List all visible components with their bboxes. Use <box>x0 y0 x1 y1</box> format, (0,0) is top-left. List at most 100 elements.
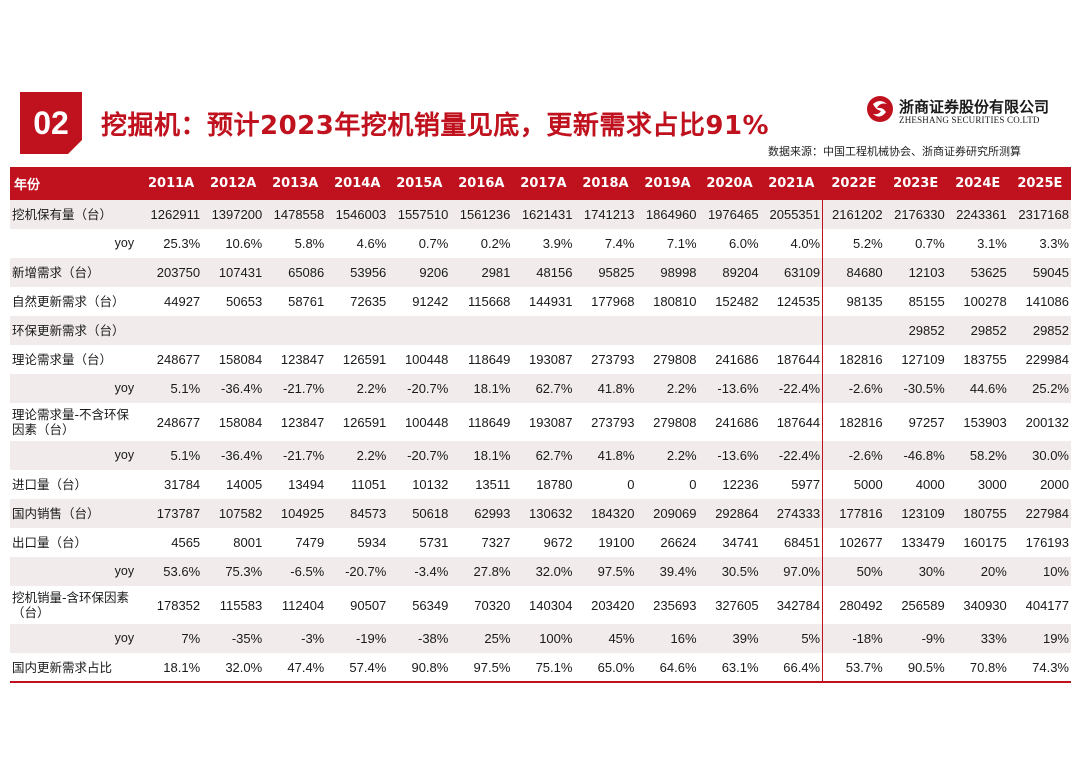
table-cell: 5934 <box>357 535 387 550</box>
table-cell: 65086 <box>264 258 327 287</box>
table-body: 挖机保有量（台） 1262911 1397200 1478558 1546003 1557… <box>10 200 1071 683</box>
table-cell: 70320 <box>474 597 511 613</box>
table-cell: 34741 <box>722 535 759 550</box>
table-cell: 3.3% <box>1039 236 1069 251</box>
table-cell: 2317168 <box>1008 200 1071 229</box>
row-label: 理论需求量（台） <box>12 352 113 367</box>
table-cell: 75.1% <box>512 653 575 683</box>
table-cell: 327605 <box>715 597 759 613</box>
table-row: yoy 5.1% -36.4% -21.7% 2.2% -20.7% 18.1% 62.7% 4… <box>10 374 1071 403</box>
table-cell: 183755 <box>963 352 1007 367</box>
header-cell-2025E: 2025E <box>1008 167 1071 200</box>
table-row: 理论需求量（台） 248677 158084 123847 126591 100448 11… <box>10 345 1071 374</box>
header-cell-2017A: 2017A <box>512 167 575 200</box>
row-label: 新增需求（台） <box>10 258 141 287</box>
table-cell: 0.7% <box>418 236 449 251</box>
table-cell: 85155 <box>908 294 945 309</box>
table-cell: 178352 <box>156 597 201 613</box>
table-cell: 62.7% <box>512 441 575 470</box>
table-cell: 2.2% <box>326 374 389 403</box>
data-source-note: 数据来源：中国工程机械协会、浙商证券研究所测算 <box>768 145 1021 158</box>
table-cell: 91242 <box>412 294 449 309</box>
table-row: 出口量（台） 4565 8001 7479 5934 5731 7327 9672 19100 2… <box>10 528 1071 557</box>
row-label: 挖机保有量（台） <box>10 200 141 229</box>
table-cell <box>202 316 265 345</box>
table-cell: 152482 <box>715 294 759 309</box>
logo-chinese-name: 浙商证券股份有限公司 <box>899 98 1050 116</box>
table-cell: 12103 <box>884 258 947 287</box>
table-cell: 123109 <box>884 499 947 528</box>
table-cell: 279808 <box>653 352 697 367</box>
table-cell: 1741213 <box>574 200 637 229</box>
table-cell <box>388 316 451 345</box>
table-cell: 56349 <box>412 597 449 613</box>
table-cell: 59045 <box>1008 258 1071 287</box>
table-cell: 2.2% <box>326 441 389 470</box>
table-cell: 3000 <box>977 477 1007 492</box>
table-cell: 97.0% <box>760 557 823 586</box>
table-cell: 115668 <box>467 294 511 309</box>
row-label: 理论需求量-不含环保因素（台） <box>12 407 130 437</box>
row-label: 出口量（台） <box>12 535 88 550</box>
header-cell-2018A: 2018A <box>574 167 637 200</box>
table-cell: 12236 <box>722 477 759 492</box>
table-cell: 115583 <box>219 597 263 613</box>
table-cell: 41.8% <box>574 374 637 403</box>
table-cell: 274333 <box>760 499 823 528</box>
table-cell: 2.2% <box>636 441 699 470</box>
table-cell: 97.5% <box>574 557 637 586</box>
table-cell: 63109 <box>760 258 823 287</box>
table-cell: 41.8% <box>574 441 637 470</box>
header-cell-2013A: 2013A <box>264 167 327 200</box>
table-cell: 141086 <box>1025 294 1069 309</box>
header-cell-2016A: 2016A <box>450 167 513 200</box>
header-cell-2012A: 2012A <box>202 167 265 200</box>
table-cell: -46.8% <box>884 441 947 470</box>
table-cell: 1397200 <box>202 200 265 229</box>
table-cell <box>698 316 761 345</box>
table-cell: 29852 <box>884 316 947 345</box>
table-cell: 2.2% <box>636 374 699 403</box>
table-cell: 44927 <box>164 294 201 309</box>
table-cell: 0.2% <box>480 236 511 251</box>
table-cell: 209069 <box>636 499 699 528</box>
table-cell: 5.1% <box>140 441 203 470</box>
table-cell: 241686 <box>715 414 759 430</box>
table-cell: 1621431 <box>512 200 575 229</box>
table-cell: 2243361 <box>946 200 1009 229</box>
table-cell: 5977 <box>791 477 821 492</box>
table-cell: 187644 <box>776 352 821 367</box>
table-cell: 256589 <box>901 597 945 613</box>
table-cell: 273793 <box>591 414 635 430</box>
table-cell: 100448 <box>404 414 449 430</box>
table-cell: 0 <box>627 477 635 492</box>
table-cell: 63.1% <box>698 653 761 683</box>
table-cell: -3.4% <box>388 557 451 586</box>
table-row: 环保更新需求（台） 29852 29852 29852 <box>10 316 1071 345</box>
table-cell: 280492 <box>822 586 885 624</box>
table-cell: 26624 <box>660 535 697 550</box>
table-cell: 158084 <box>218 414 263 430</box>
table-cell: -2.6% <box>822 441 885 470</box>
table-cell: 98135 <box>822 287 885 316</box>
table-cell: 19100 <box>598 535 635 550</box>
table-row: 新增需求（台） 203750 107431 65086 53956 9206 2981 481… <box>10 258 1071 287</box>
table-cell: 57.4% <box>326 653 389 683</box>
row-label: 进口量（台） <box>12 477 88 492</box>
table-cell: 10.6% <box>225 236 263 251</box>
table-cell: 177816 <box>822 499 885 528</box>
page-title: 挖掘机：预计2023年挖机销量见底，更新需求占比91% <box>101 111 770 141</box>
table-cell: 107431 <box>202 258 265 287</box>
row-label: yoy <box>114 236 135 250</box>
table-cell: 118649 <box>467 414 511 430</box>
table-cell: 9206 <box>388 258 451 287</box>
table-cell: 53.6% <box>140 557 203 586</box>
table-row: yoy 53.6% 75.3% -6.5% -20.7% -3.4% 27.8% 32.0% 9… <box>10 557 1071 586</box>
table-cell: 74.3% <box>1008 653 1071 683</box>
table-cell: 2000 <box>1040 477 1069 492</box>
table-cell: 18.1% <box>140 653 203 683</box>
table-cell: 66.4% <box>760 653 823 683</box>
table-cell: 58.2% <box>946 441 1009 470</box>
table-cell: 203420 <box>591 597 635 613</box>
table-cell: -36.4% <box>202 374 265 403</box>
